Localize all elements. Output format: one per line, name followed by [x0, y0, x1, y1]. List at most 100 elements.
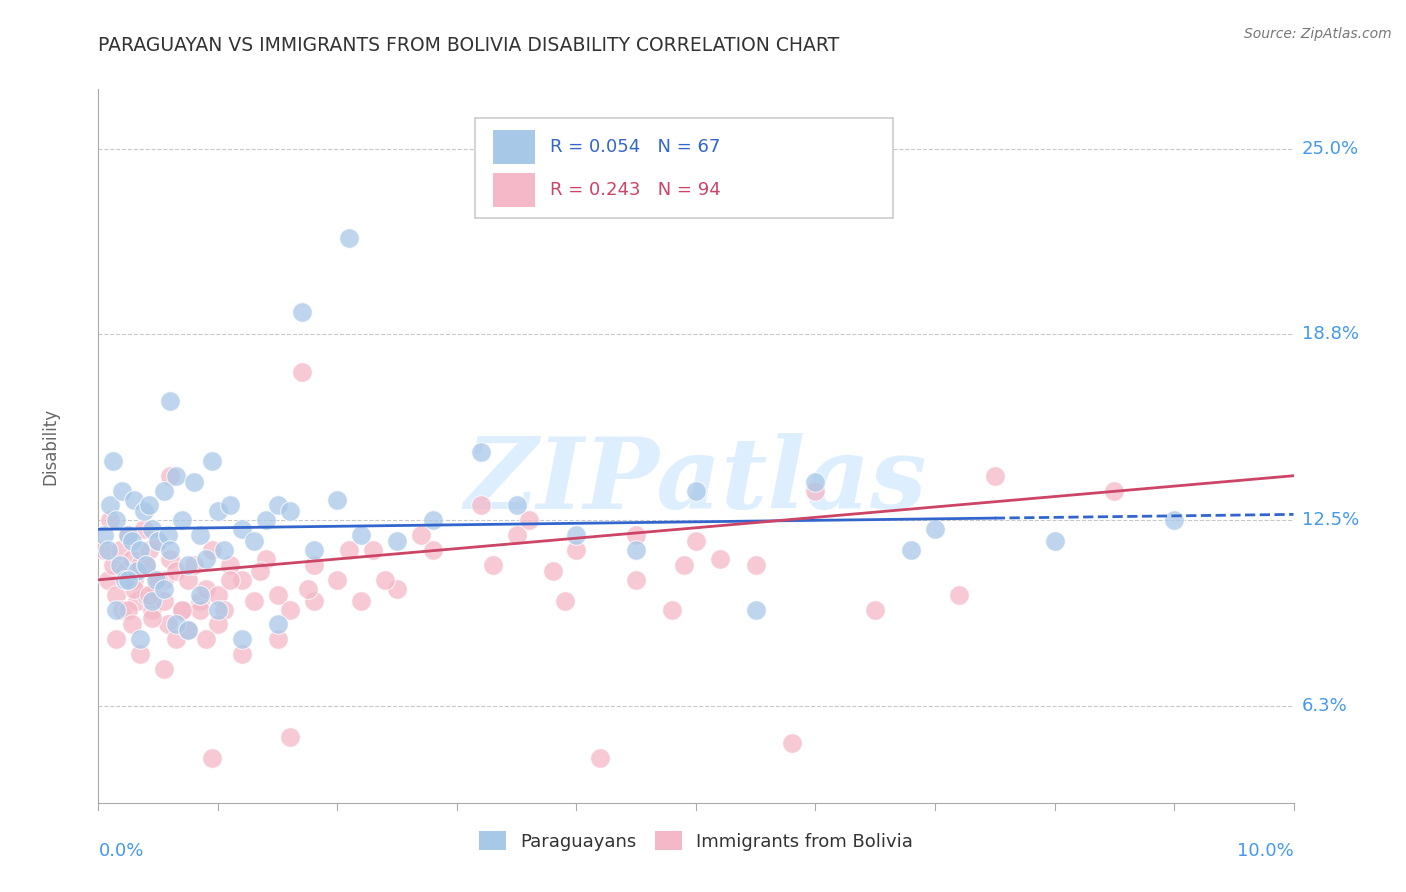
Point	[685, 483, 707, 498]
Point	[135, 558, 157, 572]
Point	[1104, 483, 1126, 498]
Point	[231, 632, 253, 647]
Point	[267, 499, 290, 513]
Point	[195, 552, 218, 566]
Point	[117, 573, 139, 587]
Point	[138, 543, 160, 558]
Text: R = 0.243   N = 94: R = 0.243 N = 94	[550, 181, 721, 199]
Point	[111, 602, 134, 616]
Point	[138, 588, 160, 602]
Point	[177, 624, 200, 638]
Point	[481, 558, 505, 572]
Point	[422, 543, 444, 558]
Point	[117, 528, 139, 542]
Point	[138, 499, 160, 513]
Point	[249, 564, 271, 578]
Point	[114, 564, 136, 578]
Point	[350, 528, 373, 542]
Point	[125, 564, 148, 578]
Point	[183, 558, 205, 572]
Point	[212, 543, 235, 558]
Text: R = 0.054   N = 67: R = 0.054 N = 67	[550, 138, 720, 156]
Point	[148, 534, 170, 549]
Point	[125, 593, 148, 607]
Text: ZIPatlas: ZIPatlas	[465, 434, 927, 530]
Point	[129, 543, 152, 558]
Point	[219, 558, 242, 572]
Point	[159, 552, 181, 566]
Point	[108, 543, 131, 558]
Point	[243, 593, 266, 607]
Point	[948, 588, 970, 602]
Point	[589, 751, 612, 765]
Text: 6.3%: 6.3%	[1302, 698, 1347, 715]
Point	[153, 573, 176, 587]
Point	[195, 582, 218, 596]
Point	[219, 499, 242, 513]
Point	[117, 602, 139, 616]
Point	[117, 528, 139, 542]
Point	[291, 365, 314, 379]
Point	[517, 513, 540, 527]
Point	[101, 558, 124, 572]
Point	[254, 552, 277, 566]
Point	[302, 543, 325, 558]
Point	[159, 468, 181, 483]
Point	[124, 492, 146, 507]
Text: 10.0%: 10.0%	[1237, 842, 1294, 860]
Point	[132, 522, 155, 536]
Point	[291, 305, 314, 319]
Point	[745, 602, 768, 616]
Point	[148, 573, 170, 587]
Point	[780, 736, 803, 750]
Point	[101, 454, 124, 468]
Point	[141, 602, 163, 616]
Point	[506, 528, 529, 542]
Point	[541, 564, 564, 578]
Point	[565, 528, 588, 542]
Point	[231, 573, 253, 587]
Point	[153, 483, 176, 498]
Point	[207, 617, 229, 632]
Text: PARAGUAYAN VS IMMIGRANTS FROM BOLIVIA DISABILITY CORRELATION CHART: PARAGUAYAN VS IMMIGRANTS FROM BOLIVIA DI…	[98, 36, 839, 54]
Point	[153, 582, 176, 596]
Point	[97, 573, 120, 587]
Point	[278, 731, 301, 745]
Point	[156, 528, 179, 542]
Text: 12.5%: 12.5%	[1302, 511, 1360, 529]
Point	[207, 588, 229, 602]
Point	[422, 513, 444, 527]
Point	[188, 602, 211, 616]
Text: 18.8%: 18.8%	[1302, 326, 1358, 343]
Point	[302, 593, 325, 607]
Point	[114, 573, 136, 587]
Point	[626, 543, 648, 558]
Point	[326, 492, 349, 507]
Point	[804, 483, 827, 498]
Point	[121, 534, 143, 549]
Point	[98, 513, 122, 527]
Point	[350, 593, 373, 607]
FancyBboxPatch shape	[494, 173, 534, 207]
Point	[177, 558, 200, 572]
Text: 25.0%: 25.0%	[1302, 140, 1360, 158]
Point	[129, 632, 152, 647]
Point	[1043, 534, 1066, 549]
Point	[626, 528, 648, 542]
Point	[156, 617, 179, 632]
Point	[626, 573, 648, 587]
Text: Source: ZipAtlas.com: Source: ZipAtlas.com	[1244, 27, 1392, 41]
Point	[148, 534, 170, 549]
Point	[207, 602, 229, 616]
Point	[159, 543, 181, 558]
Point	[177, 624, 200, 638]
Point	[195, 632, 218, 647]
Point	[506, 499, 529, 513]
FancyBboxPatch shape	[494, 130, 534, 164]
Point	[172, 602, 194, 616]
Point	[470, 499, 492, 513]
Point	[565, 543, 588, 558]
Point	[105, 632, 128, 647]
Point	[93, 543, 115, 558]
Point	[135, 558, 157, 572]
